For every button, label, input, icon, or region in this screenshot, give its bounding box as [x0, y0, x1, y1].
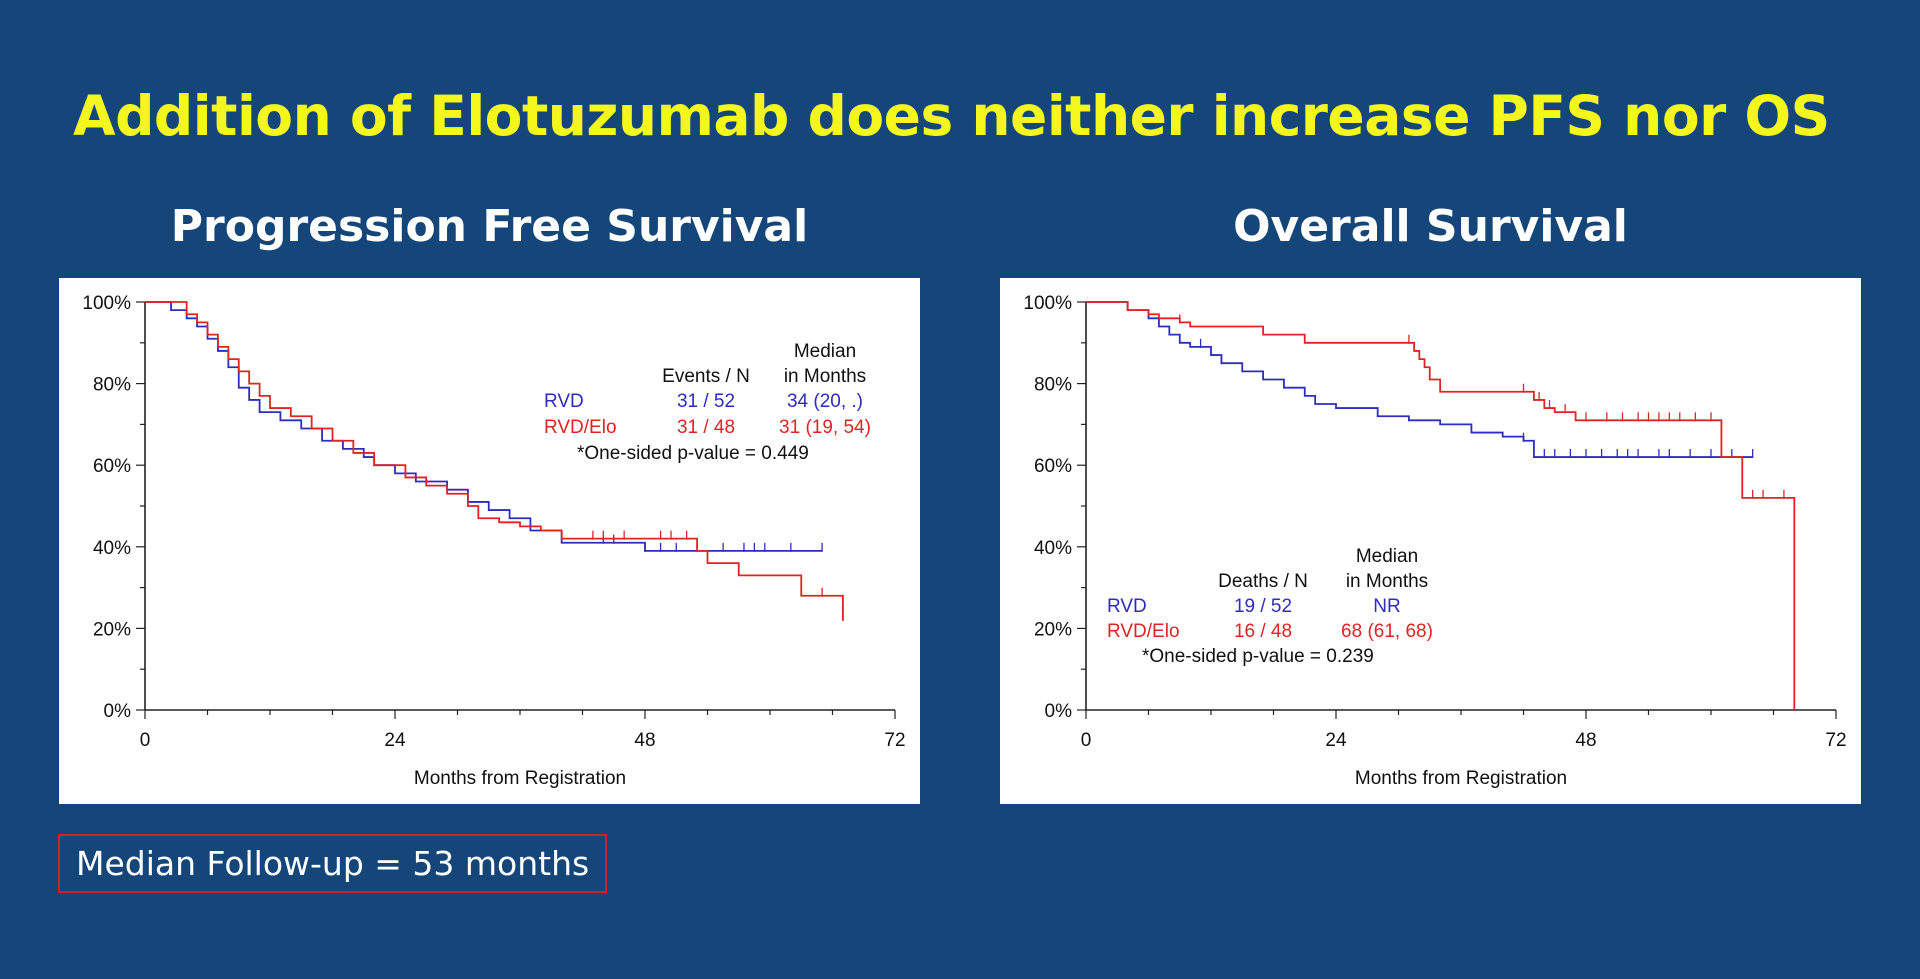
- x-tick-label: 0: [1081, 730, 1092, 751]
- legend-header-events: Events / N: [662, 366, 750, 387]
- y-tick-label: 60%: [93, 456, 131, 477]
- y-tick-label: 80%: [93, 375, 131, 396]
- legend-series-median: 34 (20, .): [787, 391, 863, 412]
- x-tick-label: 48: [634, 730, 655, 751]
- legend-series-name: RVD/Elo: [1107, 621, 1180, 642]
- x-tick-label: 72: [1825, 730, 1846, 751]
- legend-pvalue: *One-sided p-value = 0.449: [577, 443, 809, 464]
- y-tick-label: 100%: [82, 293, 131, 314]
- legend-header-median: Median: [1356, 546, 1418, 567]
- pfs-chart-panel: 0% 20% 40% 60% 80% 100% 0 24 48 72 Months from Reg…: [59, 278, 920, 804]
- y-tick-label: 40%: [1034, 538, 1072, 559]
- legend-series-median: NR: [1373, 596, 1400, 617]
- legend-series-name: RVD: [1107, 596, 1147, 617]
- y-tick-label: 20%: [1034, 619, 1072, 640]
- legend-series-name: RVD/Elo: [544, 417, 617, 438]
- legend-series-events: 31 / 48: [677, 417, 735, 438]
- legend-header-in-months: in Months: [1346, 571, 1428, 592]
- legend-header-events: Deaths / N: [1218, 571, 1308, 592]
- x-axis-label: Months from Registration: [414, 768, 626, 789]
- pfs-chart: 0% 20% 40% 60% 80% 100% 0 24 48 72 Months from Reg…: [82, 293, 905, 789]
- legend-series-name: RVD: [544, 391, 584, 412]
- x-axis-label: Months from Registration: [1355, 768, 1567, 789]
- legend-header-in-months: in Months: [784, 366, 866, 387]
- pfs-chart-title: Progression Free Survival: [170, 201, 809, 252]
- y-tick-label: 60%: [1034, 456, 1072, 477]
- x-tick-label: 24: [1325, 730, 1347, 751]
- series-line-rvd-elo: [145, 301, 844, 621]
- legend-header-median: Median: [794, 341, 856, 362]
- y-tick-label: 20%: [93, 619, 131, 640]
- x-tick-label: 0: [140, 730, 151, 751]
- os-chart-title: Overall Survival: [1233, 201, 1628, 252]
- x-tick-label: 24: [384, 730, 406, 751]
- y-tick-label: 80%: [1034, 375, 1072, 396]
- os-chart: 0% 20% 40% 60% 80% 100% 0 24 48 72 Months from Reg…: [1023, 293, 1846, 789]
- legend-pvalue: *One-sided p-value = 0.239: [1142, 646, 1374, 667]
- legend-series-events: 19 / 52: [1234, 596, 1292, 617]
- y-tick-label: 40%: [93, 538, 131, 559]
- legend-series-events: 16 / 48: [1234, 621, 1292, 642]
- median-followup-box: Median Follow-up = 53 months: [58, 834, 608, 893]
- series-line-rvd: [1086, 301, 1753, 458]
- legend-series-median: 31 (19, 54): [779, 417, 871, 438]
- y-tick-label: 100%: [1023, 293, 1072, 314]
- os-chart-panel: 0% 20% 40% 60% 80% 100% 0 24 48 72 Months from Reg…: [1000, 278, 1861, 804]
- legend-series-median: 68 (61, 68): [1341, 621, 1433, 642]
- legend-series-events: 31 / 52: [677, 391, 735, 412]
- x-tick-label: 72: [884, 730, 905, 751]
- y-tick-label: 0%: [104, 701, 132, 722]
- y-tick-label: 0%: [1045, 701, 1073, 722]
- x-tick-label: 48: [1575, 730, 1596, 751]
- slide-title: Addition of Elotuzumab does neither incr…: [73, 84, 1830, 148]
